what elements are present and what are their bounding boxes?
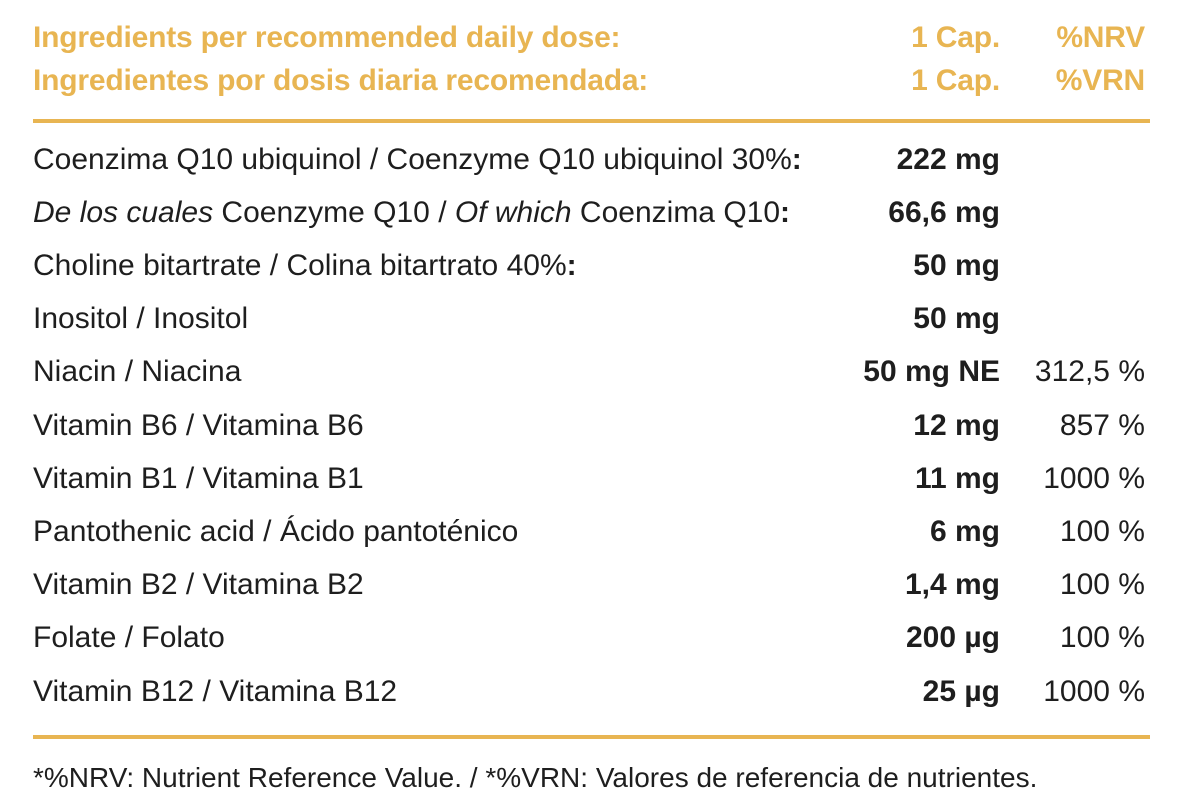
ingredient-amount: 6 mg [929, 515, 1000, 548]
ingredient-name: Inositol / Inositol [33, 302, 249, 335]
ingredient-name: Choline bitartrate / Colina bitartrato 4… [33, 249, 577, 282]
ingredient-name: Vitamin B1 / Vitamina B1 [33, 462, 364, 495]
header-dose-es: 1 Cap. [911, 64, 1000, 97]
top-divider [33, 119, 1150, 123]
ingredient-amount: 66,6 mg [888, 196, 1000, 229]
ingredient-nrv-percent: 100 % [1059, 515, 1145, 548]
header-row-es: Ingredientes por dosis diaria recomendad… [33, 59, 1145, 103]
ingredient-amount: 11 mg [914, 462, 1000, 495]
ingredient-nrv-percent: 312,5 % [1034, 355, 1145, 388]
ingredient-name: Vitamin B2 / Vitamina B2 [33, 568, 364, 601]
table-row: Vitamin B6 / Vitamina B6 12 mg 857 % [33, 400, 1145, 452]
ingredient-nrv-percent: 100 % [1059, 621, 1145, 654]
ingredient-amount: 50 mg NE [863, 355, 1000, 388]
ingredient-amount: 1,4 mg [904, 568, 1000, 601]
header-ref-es: %VRN [1055, 64, 1145, 97]
ingredient-name: Niacin / Niacina [33, 355, 242, 388]
table-row: De los cuales Coenzyme Q10 / Of which Co… [33, 187, 1145, 239]
header-label-es: Ingredientes por dosis diaria recomendad… [33, 64, 649, 97]
table-row: Vitamin B1 / Vitamina B1 11 mg 1000 % [33, 453, 1145, 505]
ingredient-name: Coenzima Q10 ubiquinol / Coenzyme Q10 ub… [33, 143, 802, 176]
table-row: Folate / Folato 200 µg 100 % [33, 612, 1145, 664]
ingredient-name: Vitamin B6 / Vitamina B6 [33, 409, 364, 442]
ingredient-nrv-percent: 1000 % [1043, 675, 1145, 708]
ingredient-amount: 200 µg [906, 621, 1000, 654]
ingredient-name: Vitamin B12 / Vitamina B12 [33, 675, 398, 708]
ingredient-nrv-percent: 1000 % [1043, 462, 1145, 495]
table-row: Niacin / Niacina 50 mg NE 312,5 % [33, 346, 1145, 398]
header-row-en: Ingredients per recommended daily dose: … [33, 16, 1145, 60]
ingredient-name: Pantothenic acid / Ácido pantoténico [33, 515, 519, 548]
header-label-en: Ingredients per recommended daily dose: [33, 21, 621, 54]
table-row: Coenzima Q10 ubiquinol / Coenzyme Q10 ub… [33, 134, 1145, 186]
ingredient-amount: 12 mg [913, 409, 1000, 442]
ingredient-amount: 25 µg [922, 675, 1000, 708]
ingredient-name: Folate / Folato [33, 621, 225, 654]
bottom-divider [33, 735, 1150, 739]
header-ref-en: %NRV [1056, 21, 1145, 54]
ingredient-amount: 50 mg [913, 302, 1000, 335]
table-row: Vitamin B12 / Vitamina B12 25 µg 1000 % [33, 666, 1145, 718]
ingredient-amount: 222 mg [896, 143, 1000, 176]
table-row: Inositol / Inositol 50 mg [33, 293, 1145, 345]
ingredient-nrv-percent: 857 % [1059, 409, 1145, 442]
header-dose-en: 1 Cap. [911, 21, 1000, 54]
ingredient-nrv-percent: 100 % [1059, 568, 1145, 601]
ingredient-name: De los cuales Coenzyme Q10 / Of which Co… [33, 196, 791, 229]
ingredient-amount: 50 mg [913, 249, 1000, 282]
table-row: Pantothenic acid / Ácido pantoténico 6 m… [33, 506, 1145, 558]
table-row: Choline bitartrate / Colina bitartrato 4… [33, 240, 1145, 292]
table-row: Vitamin B2 / Vitamina B2 1,4 mg 100 % [33, 559, 1145, 611]
footnote: *%NRV: Nutrient Reference Value. / *%VRN… [33, 762, 1038, 793]
